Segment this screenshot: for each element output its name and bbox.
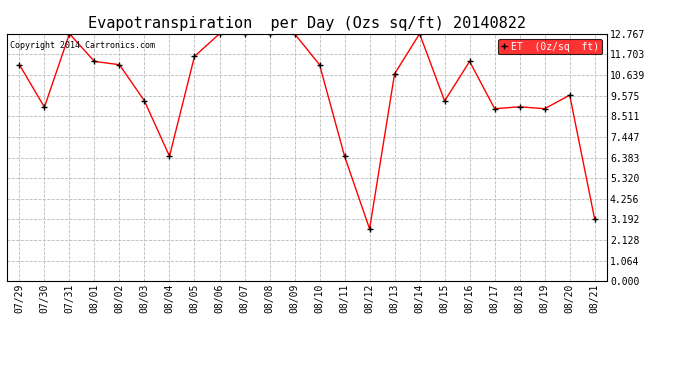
Legend: ET  (0z/sq  ft): ET (0z/sq ft) [497, 39, 602, 54]
ET  (0z/sq  ft) [440, 99, 449, 103]
Text: Copyright 2014 Cartronics.com: Copyright 2014 Cartronics.com [10, 41, 155, 50]
ET  (0z/sq  ft) [340, 154, 348, 159]
ET  (0z/sq  ft) [466, 59, 474, 64]
ET  (0z/sq  ft) [140, 99, 148, 103]
ET  (0z/sq  ft) [491, 106, 499, 111]
ET  (0z/sq  ft) [391, 72, 399, 76]
ET  (0z/sq  ft) [15, 63, 23, 67]
ET  (0z/sq  ft) [190, 54, 199, 58]
ET  (0z/sq  ft) [215, 32, 224, 36]
ET  (0z/sq  ft) [415, 32, 424, 36]
ET  (0z/sq  ft) [290, 32, 299, 36]
ET  (0z/sq  ft) [90, 59, 99, 64]
ET  (0z/sq  ft) [266, 32, 274, 36]
ET  (0z/sq  ft) [515, 105, 524, 109]
ET  (0z/sq  ft) [66, 32, 74, 36]
ET  (0z/sq  ft) [540, 106, 549, 111]
ET  (0z/sq  ft) [566, 93, 574, 98]
ET  (0z/sq  ft) [166, 154, 174, 159]
ET  (0z/sq  ft) [40, 105, 48, 110]
ET  (0z/sq  ft) [315, 63, 324, 67]
ET  (0z/sq  ft) [115, 63, 124, 67]
ET  (0z/sq  ft) [366, 226, 374, 231]
Title: Evapotranspiration  per Day (Ozs sq/ft) 20140822: Evapotranspiration per Day (Ozs sq/ft) 2… [88, 16, 526, 31]
ET  (0z/sq  ft) [240, 32, 248, 36]
ET  (0z/sq  ft) [591, 217, 599, 222]
Line: ET  (0z/sq  ft): ET (0z/sq ft) [17, 31, 598, 232]
